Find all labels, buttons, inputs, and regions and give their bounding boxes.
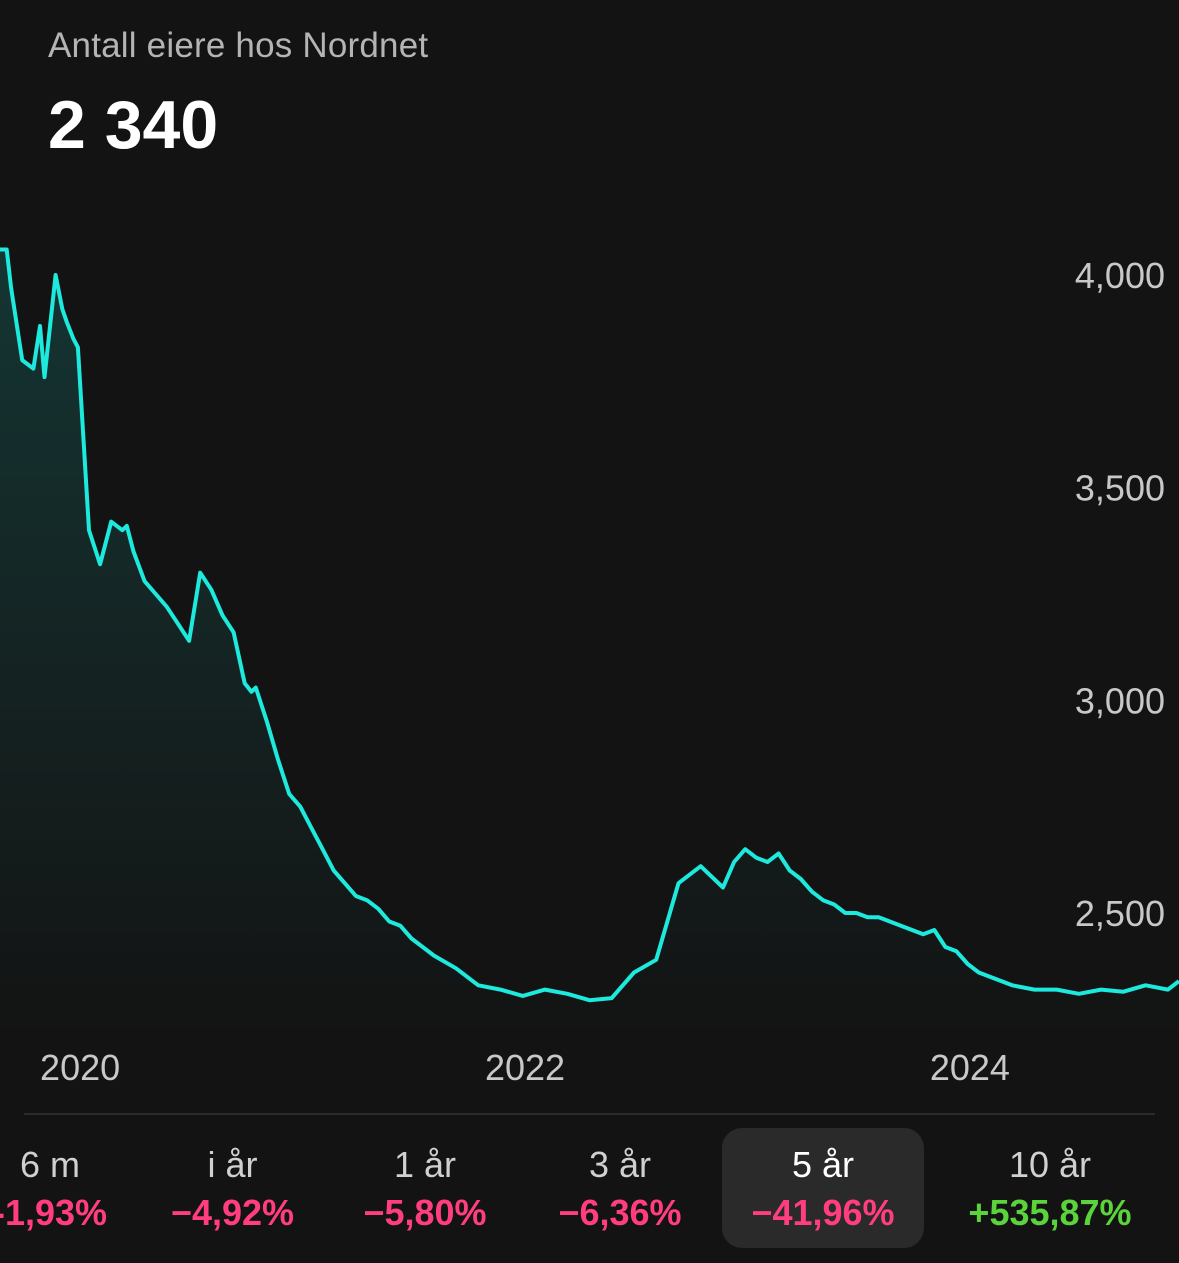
tab-ytd[interactable]: i år −4,92% [140,1128,325,1248]
tab-1y[interactable]: 1 år −5,80% [330,1128,520,1248]
tab-label: 1 år [393,1144,457,1185]
period-tabs: 6 m -1,93% i år −4,92% 1 år −5,80% 3 år … [0,1128,1179,1248]
tab-change: −4,92% [170,1192,295,1233]
tab-change: +535,87% [968,1192,1132,1233]
tab-change: −41,96% [751,1192,895,1233]
tab-change: -1,93% [0,1192,108,1233]
tab-5y[interactable]: 5 år −41,96% [722,1128,924,1248]
tab-change: −5,80% [363,1192,487,1233]
y-tick-label: 4,000 [1075,255,1165,296]
owners-chart[interactable]: 4,000 3,500 3,000 2,500 2020 2022 2024 [0,0,1179,1100]
tab-3y[interactable]: 3 år −6,36% [525,1128,715,1248]
tab-label: i år [207,1144,258,1185]
tab-change: −6,36% [558,1192,682,1233]
series-line [0,247,1179,1003]
tab-10y[interactable]: 10 år +535,87% [945,1128,1155,1248]
current-value: 2 340 [48,87,219,163]
tab-label: 3 år [588,1144,652,1185]
tab-label: 6 m [19,1144,80,1185]
tab-6m[interactable]: 6 m -1,93% [0,1128,140,1248]
x-tick-label: 2022 [485,1047,565,1088]
x-tick-label: 2020 [40,1047,120,1088]
tab-label: 5 år [791,1144,855,1185]
divider [24,1113,1155,1115]
area-fill [0,249,1179,1040]
y-tick-label: 3,000 [1075,680,1165,721]
y-tick-label: 3,500 [1075,468,1165,509]
chart-title: Antall eiere hos Nordnet [48,26,429,65]
x-tick-label: 2024 [930,1047,1010,1088]
tab-label: 10 år [1008,1144,1092,1185]
y-tick-label: 2,500 [1075,893,1165,934]
